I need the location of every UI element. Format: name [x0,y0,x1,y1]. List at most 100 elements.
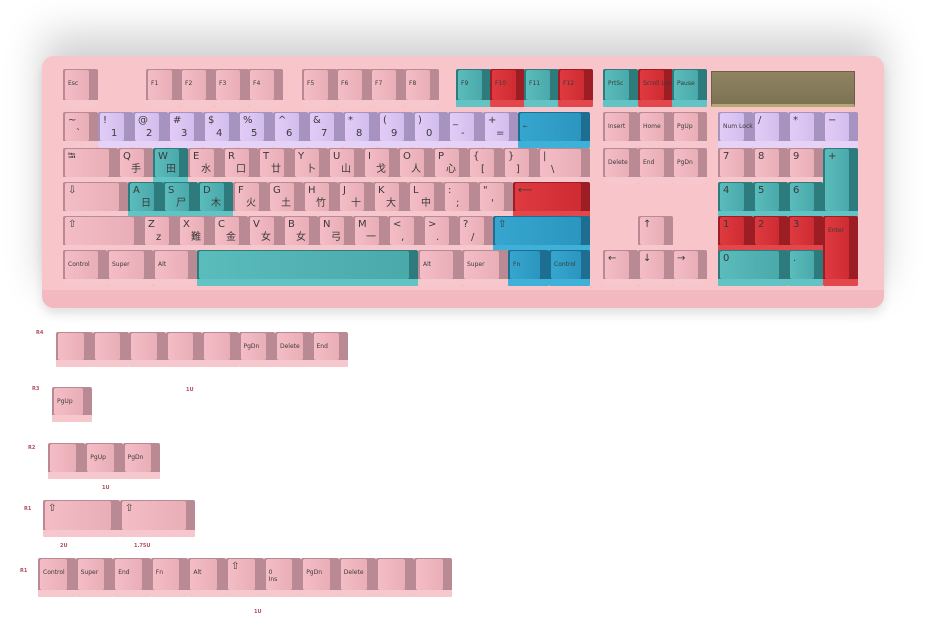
key-prtsc[interactable]: PrtSc [603,69,638,107]
key-fn[interactable]: Fn [508,250,549,286]
key-5[interactable]: 5 [753,182,788,218]
key-symbol[interactable]: ) 0 [413,112,448,148]
key-control[interactable]: Control [549,250,590,286]
key-symbol[interactable]: ⇧ [43,500,120,537]
key-symbol[interactable]: ! 1 [98,112,133,148]
key-symbol[interactable]: * [788,112,823,148]
key-f11[interactable]: F11 [524,69,559,107]
key-symbol[interactable]: _ - [448,112,483,148]
key-symbol[interactable]: {[ [468,148,503,184]
key-symbol[interactable]: #3 [168,112,203,148]
key-symbol[interactable]: ? / [458,216,493,252]
key-pgdn[interactable]: PgDn [301,558,339,597]
key-super[interactable]: Super [107,250,153,286]
key-symbol[interactable]: " ' [478,182,513,218]
key-numlock[interactable]: Num Lock [718,112,753,148]
key-symbol[interactable]: ⇧ [493,216,590,252]
key-symbol[interactable]: (9 [378,112,413,148]
key-symbol[interactable]: ⇩ [63,182,128,218]
key-symbol[interactable]: :; [443,182,478,218]
key-blank[interactable] [197,250,418,286]
key-f5[interactable]: F5 [302,69,337,107]
key-enter[interactable]: Enter [823,216,858,286]
key-f7[interactable]: F7 [370,69,405,107]
key-1[interactable]: 1 [718,216,753,252]
key-symbol[interactable]: >. [423,216,458,252]
key-symbol[interactable]: ^ 6 [273,112,308,148]
key-symbol[interactable]: ⇧ [120,500,195,537]
key-f3[interactable]: F3 [214,69,249,107]
key-symbol[interactable]: → [672,250,707,286]
key-end[interactable]: End [638,148,673,184]
key-f10[interactable]: F10 [490,69,525,107]
key-control[interactable]: Control [38,558,76,597]
key-delete[interactable]: Delete [603,148,638,184]
key-pgup[interactable]: PgUp [672,112,707,148]
key-symbol[interactable]: % 5 [238,112,273,148]
key-alt[interactable]: Alt [418,250,462,286]
key-0[interactable]: 0 Ins [263,558,302,597]
key-symbol[interactable]: ↓ [638,250,673,286]
key-home[interactable]: Home [638,112,673,148]
key-control[interactable]: Control [63,250,107,286]
key-super[interactable]: Super [75,558,114,597]
key-symbol[interactable]: / [753,112,788,148]
key-symbol[interactable]: ⇧ [226,558,264,597]
key-f4[interactable]: F4 [248,69,283,107]
key-esc[interactable]: Esc [63,69,98,107]
key-pgdn[interactable]: PgDn [672,148,707,184]
key-symbol[interactable]: ← [603,250,638,286]
key-8[interactable]: 8 [753,148,788,184]
key-symbol[interactable]: <, [388,216,423,252]
key-symbol[interactable]: + [823,148,858,218]
key-symbol[interactable]: ⟵ [513,182,590,218]
key-symbol[interactable]: + = [483,112,518,148]
key-blank[interactable] [376,558,414,597]
key-end[interactable]: End [113,558,151,597]
key-pgup[interactable]: PgUp [85,443,123,479]
key-9[interactable]: 9 [788,148,823,184]
key-super[interactable]: Super [462,250,508,286]
key-pgdn[interactable]: PgDn [122,443,160,479]
key-pause[interactable]: Pause [672,69,707,107]
key-pgdn[interactable]: PgDn [238,332,275,367]
key-symbol[interactable]: ⇧ [63,216,143,252]
key-symbol[interactable]: @2 [133,112,168,148]
key-blank[interactable] [165,332,202,367]
key-symbol[interactable]: ~ ` [63,112,98,148]
key-symbol[interactable]: | \ [538,148,590,184]
key-pgup[interactable]: PgUp [52,387,92,422]
key-blank[interactable] [414,558,452,597]
key-scrolllock[interactable]: Scroll Lock [638,69,675,107]
key-delete[interactable]: Delete [338,558,377,597]
key-7[interactable]: 7 [718,148,753,184]
key-f2[interactable]: F2 [180,69,215,107]
key-blank[interactable] [129,332,166,367]
key-3[interactable]: 3 [788,216,823,252]
key-symbol[interactable]: $4 [203,112,238,148]
key-blank[interactable] [56,332,93,367]
key-symbol[interactable]: * 8 [343,112,378,148]
key-blank[interactable] [92,332,129,367]
key-symbol[interactable]: ⭾ [63,148,118,184]
